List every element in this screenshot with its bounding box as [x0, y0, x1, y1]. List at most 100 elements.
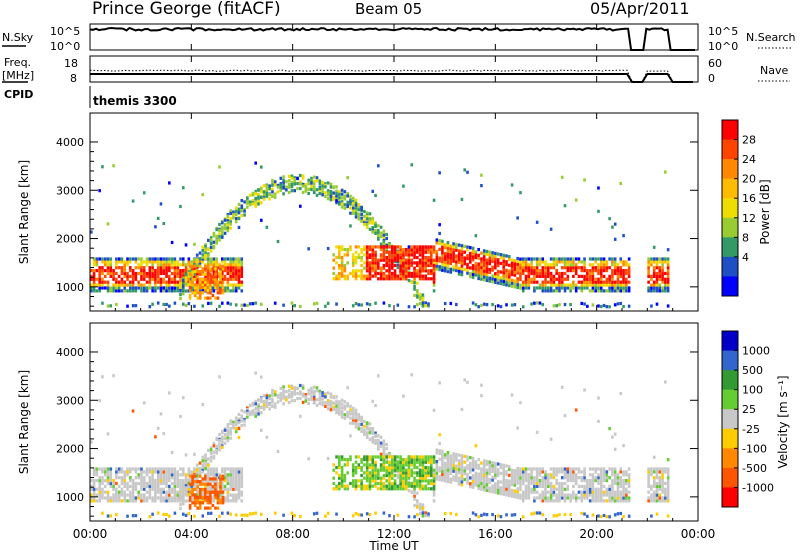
power-cell — [168, 289, 171, 293]
velocity-cell — [471, 485, 475, 489]
velocity-cell — [382, 449, 386, 454]
velocity-cell — [346, 471, 349, 475]
velocity-cell — [505, 473, 508, 477]
power-cell — [240, 260, 244, 264]
power-cell — [312, 190, 316, 194]
power-cell — [220, 221, 224, 225]
power-cell — [566, 283, 570, 287]
velocity-cell — [237, 470, 241, 474]
velocity-cell — [123, 478, 127, 483]
velocity-cell — [438, 433, 441, 437]
power-cell — [541, 271, 545, 276]
velocity-cell — [541, 478, 545, 483]
velocity-cell — [229, 478, 232, 483]
velocity-cell — [254, 399, 258, 403]
power-cell — [207, 247, 210, 251]
power-cell — [220, 260, 224, 264]
colorbar-swatch — [722, 120, 738, 141]
power-cell — [544, 289, 547, 293]
velocity-cell — [521, 473, 525, 477]
velocity-cell — [583, 388, 586, 392]
power-cell — [446, 243, 450, 248]
power-cell — [126, 277, 129, 281]
velocity-cell — [371, 431, 375, 435]
freq-label: Freq. — [4, 56, 31, 69]
power-cell — [605, 289, 609, 293]
power-cell — [148, 257, 152, 261]
power-cell — [563, 263, 567, 267]
power-cell — [140, 283, 143, 287]
velocity-cell — [165, 481, 168, 486]
power-cell — [232, 260, 235, 264]
velocity-cell — [424, 465, 427, 470]
power-cell — [485, 261, 489, 265]
power-cell — [385, 245, 388, 249]
velocity-cell — [586, 478, 589, 483]
power-cell — [176, 280, 179, 284]
power-cell — [460, 264, 464, 268]
velocity-cell — [204, 490, 207, 494]
velocity-cell — [535, 511, 539, 515]
power-cell — [371, 247, 375, 252]
colorbar-swatch — [722, 198, 738, 219]
velocity-cell — [502, 478, 506, 482]
power-cell — [368, 277, 372, 281]
velocity-cell — [499, 465, 503, 470]
velocity-cell — [193, 470, 196, 474]
power-cell — [544, 283, 547, 287]
velocity-cell — [216, 495, 220, 500]
velocity-cell — [535, 467, 539, 471]
velocity-cell — [666, 470, 670, 474]
colorbar-tick-label: 1000 — [742, 345, 770, 358]
velocity-cell — [120, 478, 124, 483]
power-cell — [655, 263, 659, 267]
power-cell — [491, 268, 494, 272]
velocity-cell — [129, 470, 132, 474]
velocity-cell — [106, 476, 110, 480]
velocity-cell — [560, 467, 564, 471]
power-cell — [343, 197, 347, 201]
velocity-cell — [471, 465, 475, 469]
power-cell — [527, 257, 531, 261]
velocity-cell — [452, 469, 455, 473]
power-cell — [666, 283, 670, 287]
velocity-cell — [209, 477, 212, 481]
velocity-cell — [527, 496, 531, 500]
beam-title: Beam 05 — [355, 0, 422, 18]
power-cell — [388, 271, 391, 276]
power-cell — [363, 214, 366, 218]
power-cell — [521, 305, 525, 309]
power-cell — [134, 260, 138, 264]
power-cell — [162, 280, 166, 284]
power-cell — [354, 274, 358, 278]
velocity-cell — [418, 502, 422, 506]
velocity-cell — [365, 484, 369, 488]
power-cell — [524, 268, 528, 273]
velocity-cell — [622, 487, 625, 491]
velocity-cell — [519, 493, 522, 497]
velocity-cell — [220, 440, 224, 444]
power-cell — [549, 266, 553, 270]
power-cell — [416, 281, 419, 285]
power-cell — [399, 271, 402, 276]
velocity-cell — [212, 496, 216, 500]
colorbar-swatch — [722, 237, 738, 258]
velocity-cell — [552, 490, 556, 494]
power-cell — [219, 275, 222, 279]
power-cell — [429, 263, 433, 268]
power-cell — [276, 239, 280, 244]
velocity-cell — [404, 457, 408, 462]
velocity-cell — [101, 470, 104, 474]
velocity-cell — [123, 496, 127, 500]
velocity-cell — [240, 467, 244, 471]
power-cell — [234, 220, 238, 224]
power-cell — [343, 274, 347, 278]
velocity-cell — [237, 493, 241, 497]
power-cell — [502, 253, 506, 257]
velocity-cell — [574, 499, 578, 503]
power-cell — [482, 269, 486, 273]
power-cell — [625, 289, 628, 293]
velocity-cell — [613, 447, 617, 451]
velocity-cell — [187, 484, 191, 488]
velocity-cell — [491, 513, 494, 517]
